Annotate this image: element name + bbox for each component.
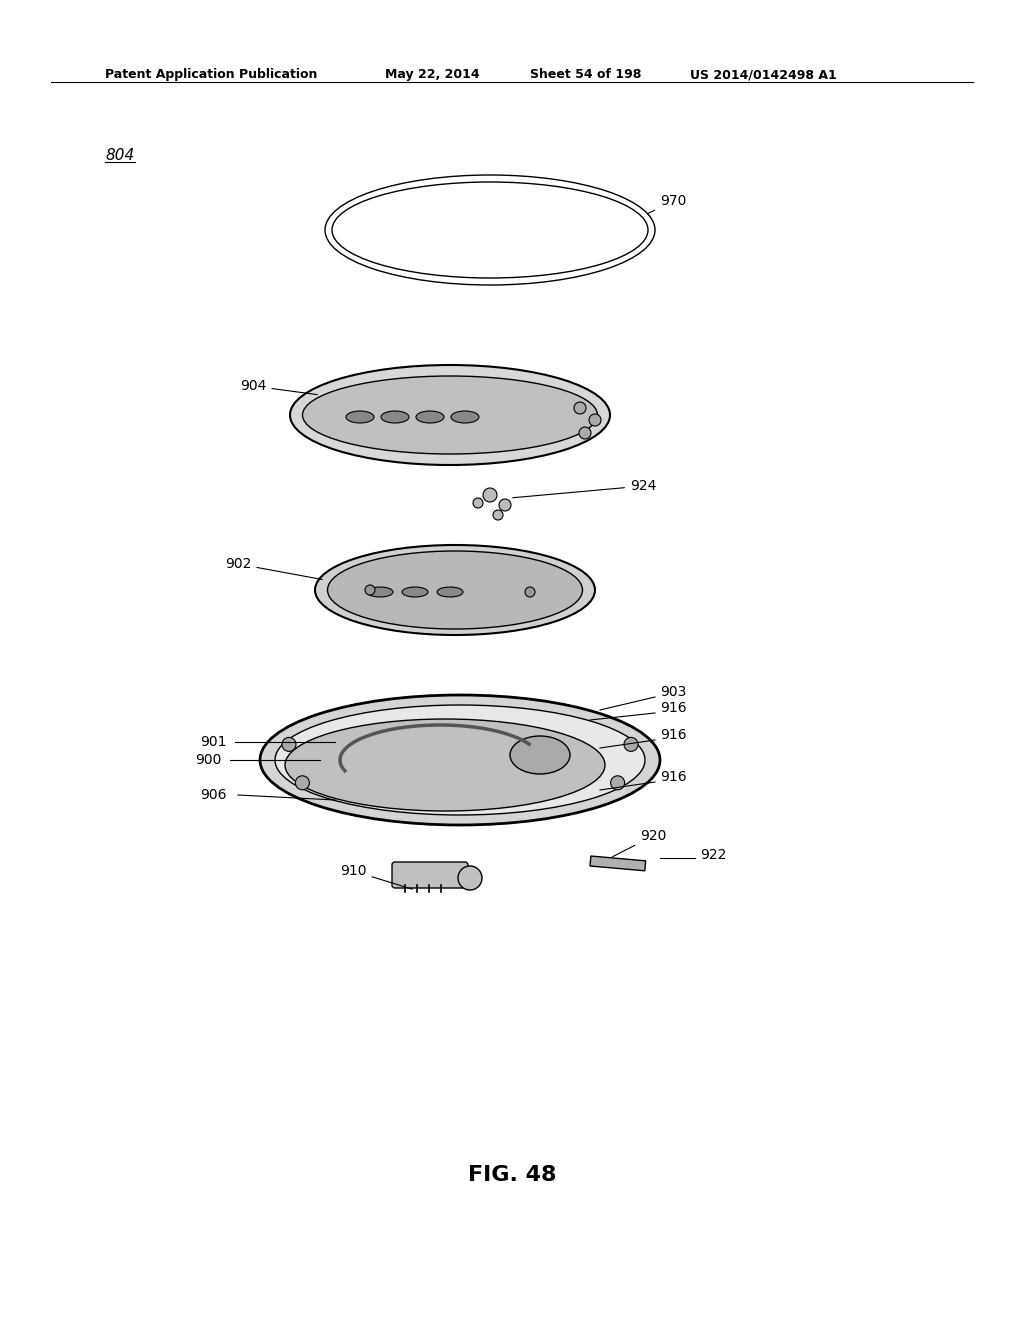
Text: 900: 900 [195, 752, 221, 767]
Circle shape [483, 488, 497, 502]
Text: 902: 902 [225, 557, 323, 579]
Circle shape [624, 738, 638, 751]
Bar [590, 857, 646, 871]
Text: 916: 916 [660, 729, 687, 742]
Text: 970: 970 [647, 194, 686, 214]
Text: 904: 904 [240, 379, 317, 395]
Ellipse shape [275, 705, 645, 814]
Circle shape [499, 499, 511, 511]
Ellipse shape [416, 411, 444, 422]
Ellipse shape [315, 545, 595, 635]
Ellipse shape [290, 366, 610, 465]
Circle shape [365, 585, 375, 595]
Ellipse shape [451, 411, 479, 422]
Text: 906: 906 [200, 788, 226, 803]
Text: US 2014/0142498 A1: US 2014/0142498 A1 [690, 69, 837, 81]
Text: 922: 922 [700, 847, 726, 862]
Circle shape [473, 498, 483, 508]
Ellipse shape [302, 376, 597, 454]
Circle shape [574, 403, 586, 414]
Text: May 22, 2014: May 22, 2014 [385, 69, 479, 81]
Ellipse shape [510, 737, 570, 774]
Ellipse shape [402, 587, 428, 597]
Text: 804: 804 [105, 148, 134, 162]
Circle shape [295, 776, 309, 789]
Circle shape [525, 587, 535, 597]
Text: 916: 916 [660, 701, 687, 715]
FancyBboxPatch shape [392, 862, 468, 888]
Ellipse shape [381, 411, 409, 422]
Circle shape [458, 866, 482, 890]
Ellipse shape [346, 411, 374, 422]
Circle shape [282, 738, 296, 751]
Circle shape [589, 414, 601, 426]
Text: 910: 910 [340, 865, 413, 890]
Text: 903: 903 [660, 685, 686, 700]
Ellipse shape [285, 719, 605, 810]
Circle shape [493, 510, 503, 520]
Text: 924: 924 [513, 479, 656, 498]
Ellipse shape [328, 550, 583, 630]
Ellipse shape [437, 587, 463, 597]
Text: FIG. 48: FIG. 48 [468, 1166, 556, 1185]
Ellipse shape [260, 696, 660, 825]
Text: 901: 901 [200, 735, 226, 748]
Circle shape [610, 776, 625, 789]
Text: Patent Application Publication: Patent Application Publication [105, 69, 317, 81]
Text: 920: 920 [612, 829, 667, 857]
Text: Sheet 54 of 198: Sheet 54 of 198 [530, 69, 641, 81]
Text: 916: 916 [660, 770, 687, 784]
Ellipse shape [367, 587, 393, 597]
Circle shape [579, 426, 591, 440]
